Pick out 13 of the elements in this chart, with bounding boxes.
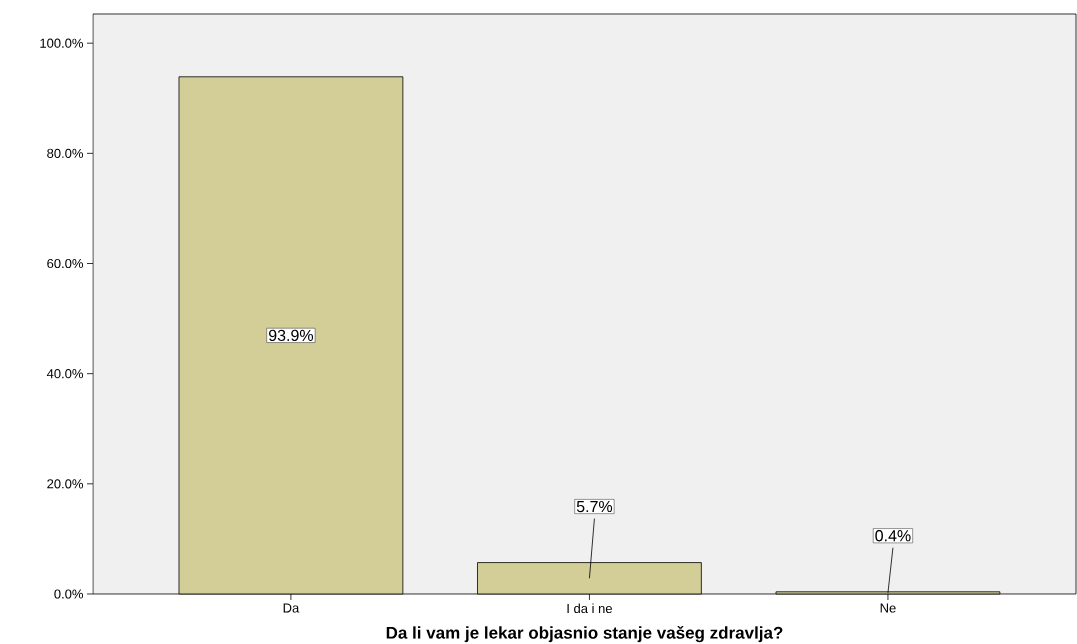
x-axis-title: Da li vam je lekar objasnio stanje vašeg zdravlja? <box>386 625 783 643</box>
x-tick-label: I da i ne <box>567 603 612 614</box>
y-tick-label: 60.0% <box>47 258 84 269</box>
data-label: 0.4% <box>875 530 911 542</box>
y-tick-label: 40.0% <box>46 369 84 379</box>
y-tick-label: 0.0% <box>54 589 84 599</box>
y-tick-label: 80.0% <box>47 148 84 158</box>
data-label: 93.9% <box>268 329 314 342</box>
data-label: 5.7% <box>576 500 613 513</box>
y-tick-label: 100.0% <box>40 38 84 48</box>
x-tick-label: Ne <box>880 603 896 613</box>
y-tick-label: 20.0% <box>47 479 84 489</box>
x-tick-label: Da <box>283 603 300 613</box>
